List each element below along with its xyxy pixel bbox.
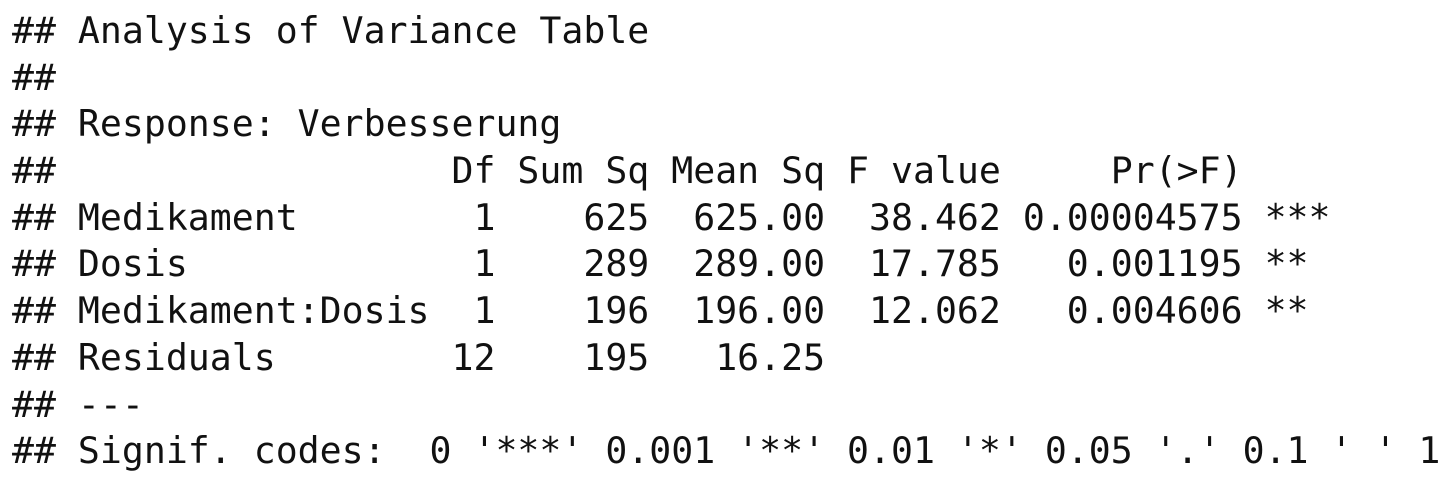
table-row-residuals: ## Residuals 12 195 16.25 [12, 335, 1331, 379]
blank-comment-line: ## [12, 55, 56, 99]
table-row-interaction: ## Medikament:Dosis 1 196 196.00 12.062 … [12, 289, 1331, 333]
table-row-dosis: ## Dosis 1 289 289.00 17.785 0.001195 ** [12, 242, 1331, 286]
separator-line: ## --- [12, 382, 144, 426]
table-header-line: ## Df Sum Sq Mean Sq F value Pr(>F) [12, 149, 1331, 193]
signif-codes-line: ## Signif. codes: 0 '***' 0.001 '**' 0.0… [12, 429, 1441, 473]
anova-title-line: ## Analysis of Variance Table [12, 9, 650, 52]
response-line: ## Response: Verbesserung [12, 102, 562, 146]
table-row-medikament: ## Medikament 1 625 625.00 38.462 0.0000… [12, 195, 1331, 239]
